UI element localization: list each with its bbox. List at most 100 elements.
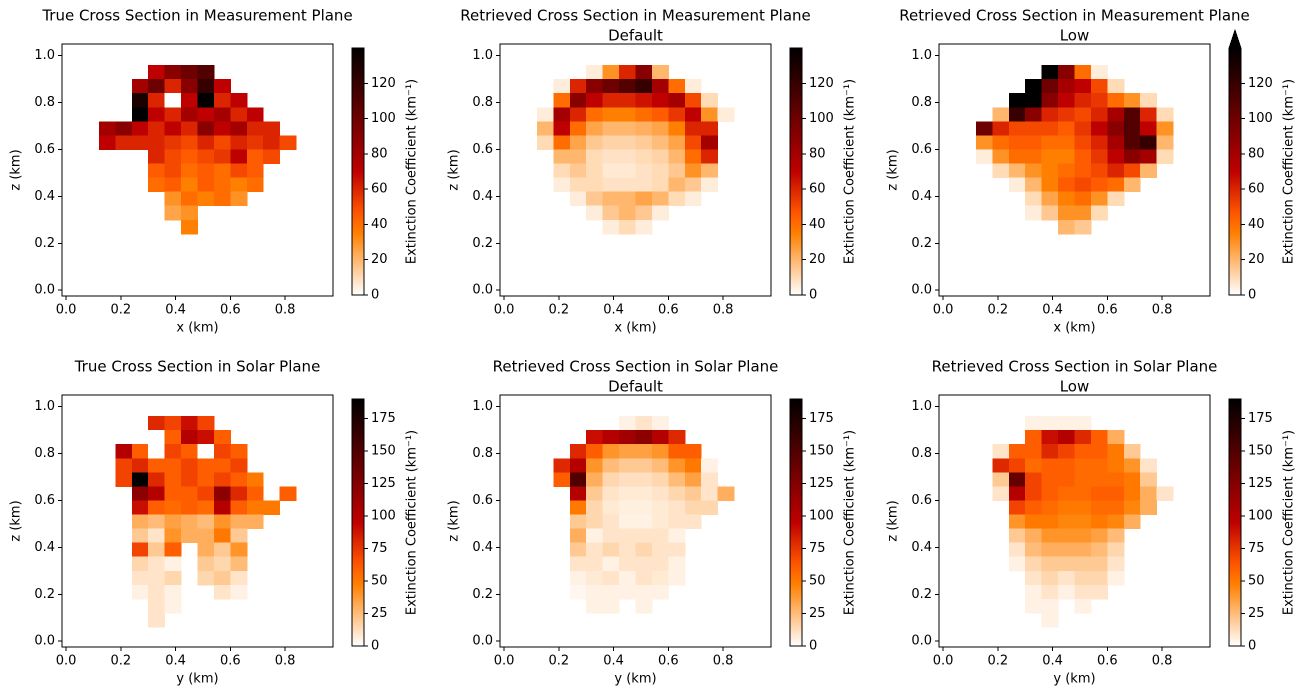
- heatmap-cell: [263, 500, 281, 516]
- heatmap-cell: [553, 79, 571, 94]
- heatmap-cell: [181, 528, 198, 544]
- heatmap-cell: [1156, 135, 1174, 150]
- heatmap-cell: [1008, 486, 1026, 501]
- heatmap-cell: [1123, 458, 1141, 473]
- y-tick-label: 0.4: [34, 189, 55, 204]
- heatmap-cell: [651, 93, 669, 108]
- heatmap-cell: [148, 107, 166, 122]
- heatmap-cell: [586, 570, 604, 586]
- y-tick-label: 0.0: [34, 634, 55, 649]
- heatmap-cell: [230, 542, 248, 558]
- heatmap-cell: [635, 598, 653, 614]
- heatmap-cell: [1074, 65, 1092, 80]
- colorbar-tick-label: 100: [1248, 509, 1273, 524]
- heatmap-cell: [1041, 177, 1059, 193]
- heatmap-cell: [148, 121, 166, 136]
- heatmap-cell: [98, 121, 116, 136]
- heatmap-cell: [213, 149, 231, 165]
- y-tick-label: 0.2: [472, 236, 493, 251]
- y-tick-label: 0.2: [911, 236, 932, 251]
- heatmap-cell: [553, 121, 571, 136]
- heatmap-cell: [684, 135, 702, 150]
- heatmap-cell: [1107, 93, 1125, 108]
- heatmap-cell: [635, 219, 653, 235]
- heatmap-cell: [602, 570, 620, 586]
- heatmap-cell: [553, 149, 571, 165]
- heatmap-cell: [1008, 149, 1026, 165]
- heatmap-cell: [1107, 458, 1125, 473]
- y-axis-label: z (km): [447, 149, 462, 190]
- heatmap-cell: [148, 528, 166, 544]
- heatmap-cell: [684, 177, 702, 193]
- y-tick-label: 0.8: [34, 446, 55, 461]
- heatmap-cell: [1058, 163, 1075, 179]
- heatmap-cell: [1107, 528, 1125, 544]
- heatmap-cell: [684, 107, 702, 122]
- heatmap-cell: [164, 191, 182, 207]
- heatmap-cell: [131, 93, 149, 108]
- heatmap-cell: [181, 93, 198, 108]
- heatmap-cell: [651, 107, 669, 122]
- heatmap-cell: [701, 93, 719, 108]
- heatmap-cell: [1025, 430, 1043, 445]
- y-tick-label: 0.4: [911, 540, 932, 555]
- heatmap-cell: [131, 486, 149, 501]
- heatmap-cell: [1074, 514, 1092, 530]
- colorbar-tick-label: 150: [371, 444, 396, 459]
- heatmap-cell: [1107, 79, 1125, 94]
- heatmap-cell: [635, 65, 653, 80]
- heatmap-cell: [651, 444, 669, 459]
- heatmap-cell: [197, 514, 215, 530]
- x-tick-label: 0.2: [549, 303, 570, 318]
- heatmap-cell: [1025, 121, 1043, 136]
- heatmap-cell: [1008, 121, 1026, 136]
- heatmap-cell: [1156, 121, 1174, 136]
- heatmap-cell: [1074, 458, 1092, 473]
- heatmap-cell: [684, 191, 702, 207]
- heatmap-cell: [164, 416, 182, 431]
- heatmap-cell: [668, 93, 686, 108]
- colorbar-tick-label: 80: [809, 146, 826, 161]
- heatmap-cell: [1008, 107, 1026, 122]
- heatmap-cell: [1074, 584, 1092, 600]
- x-tick-label: 0.0: [933, 303, 954, 318]
- heatmap-cell: [1041, 584, 1059, 600]
- y-tick-label: 0.8: [472, 95, 493, 110]
- heatmap-cell: [635, 205, 653, 221]
- colorbar-tick-label: 150: [1248, 444, 1273, 459]
- heatmap-cell: [148, 416, 166, 431]
- heatmap-cell: [213, 542, 231, 558]
- heatmap-cell: [668, 528, 686, 544]
- heatmap-cell: [1025, 598, 1043, 614]
- heatmap-cell: [668, 121, 686, 136]
- heatmap-cell: [1025, 570, 1043, 586]
- heatmap-cell: [586, 458, 604, 473]
- heatmap-cell: [651, 556, 669, 572]
- colorbar-tick-label: 75: [809, 541, 826, 556]
- heatmap-cell: [1008, 163, 1026, 179]
- colorbar-tick-label: 150: [809, 444, 834, 459]
- colorbar-tick-label: 50: [809, 574, 826, 589]
- heatmap-cell: [1140, 107, 1158, 122]
- heatmap-cell: [197, 121, 215, 136]
- heatmap-cell: [1058, 79, 1075, 94]
- colorbar-tick-label: 40: [809, 217, 826, 232]
- heatmap-cell: [1058, 570, 1075, 586]
- heatmap-cell: [635, 570, 653, 586]
- heatmap-cell: [1107, 163, 1125, 179]
- heatmap-cell: [1008, 444, 1026, 459]
- panel-title: Retrieved Cross Section in Solar Plane: [493, 358, 779, 376]
- heatmap-cell: [279, 486, 297, 501]
- heatmap-cell: [668, 458, 686, 473]
- heatmap-cell: [619, 416, 636, 431]
- heatmap-cell: [1041, 79, 1059, 94]
- panel-subtitle: Default: [608, 378, 663, 396]
- heatmap-cell: [148, 598, 166, 614]
- heatmap-cell: [213, 458, 231, 473]
- heatmap-cell: [651, 528, 669, 544]
- heatmap-cell: [1025, 93, 1043, 108]
- heatmap-cell: [668, 570, 686, 586]
- panel-subtitle: Low: [1060, 378, 1090, 396]
- heatmap-cell: [1074, 500, 1092, 516]
- heatmap-cell: [131, 542, 149, 558]
